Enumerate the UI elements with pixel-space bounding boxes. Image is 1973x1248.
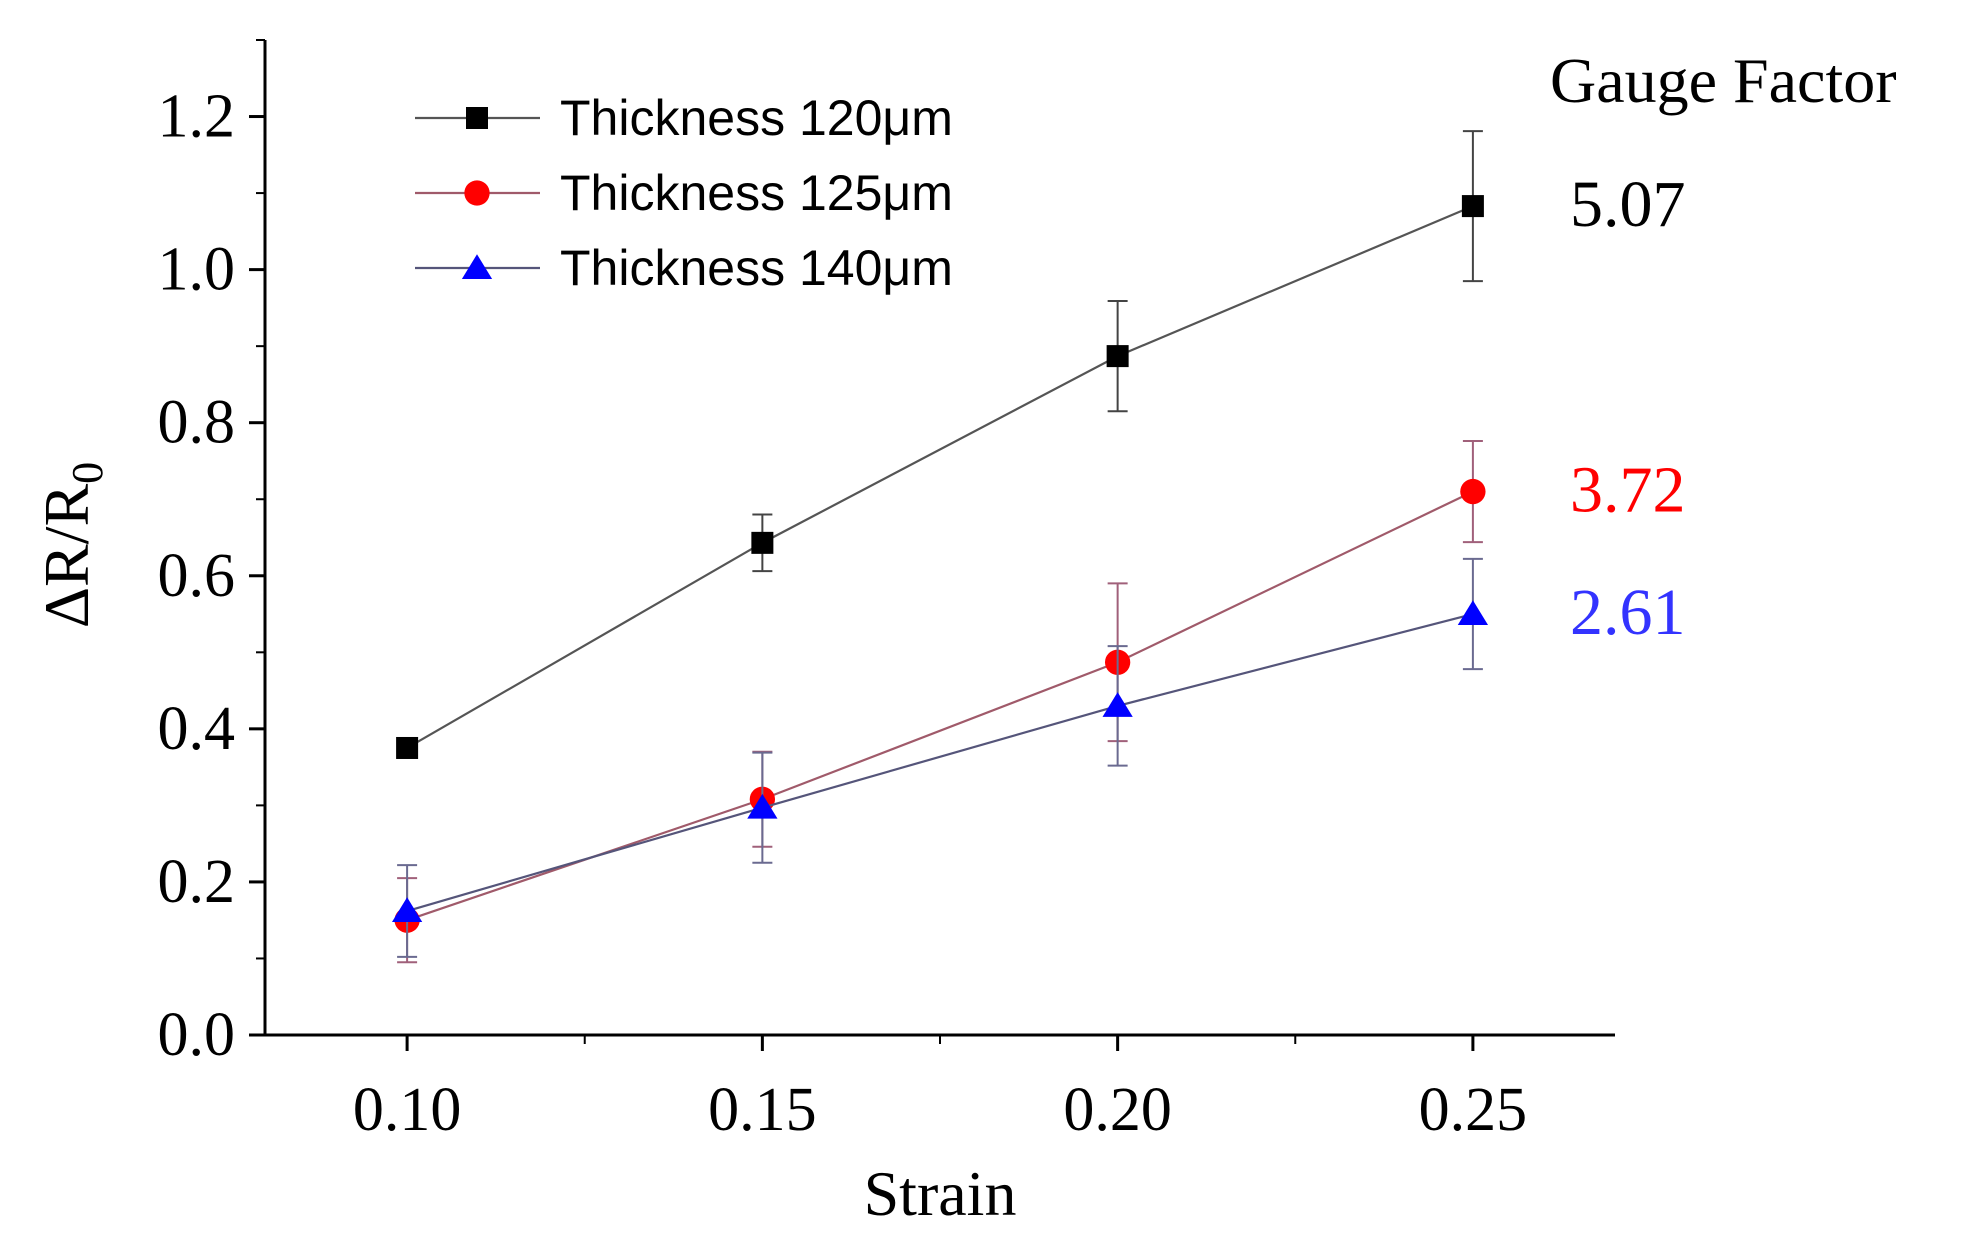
data-point [1457,600,1489,626]
data-point [1461,195,1484,218]
data-point [747,793,778,819]
x-tick-label: 0.10 [353,1076,462,1144]
legend-entry-3: Thickness 140μm [415,240,953,296]
x-axis-label: Strain [864,1158,1017,1229]
y-tick-label: 1.2 [158,83,236,151]
legend-marker [466,107,488,129]
legend-marker [461,254,493,279]
y-tick-label: 0.6 [158,542,236,610]
y-axis-label: ΔR/R0 [31,462,112,628]
y-tick-label: 1.0 [158,236,236,304]
gauge-factor-value: 5.07 [1570,168,1686,241]
data-point [1460,478,1486,505]
plot-area [391,130,1489,964]
gauge-factor-value: 3.72 [1570,454,1686,527]
series-line [406,205,1474,749]
y-tick-label: 0.2 [158,848,236,916]
y-axis-label-subscript: 0 [63,462,112,484]
series-3 [391,557,1489,958]
x-tick-label: 0.15 [708,1076,817,1144]
legend-label: Thickness 120μm [560,90,953,146]
x-tick-label: 0.20 [1063,1076,1172,1144]
legend: Thickness 120μm Thickness 125μm Thickness … [415,90,953,296]
data-point [391,897,423,923]
legend-label: Thickness 140μm [560,240,953,296]
series-line [406,612,1474,913]
axes: 0.0 0.2 0.4 0.6 0.8 1.0 1.2 0.10 0.15 0.20 0.25 [158,39,1615,1144]
x-tick-label: 0.25 [1419,1076,1528,1144]
legend-entry-2: Thickness 125μm [415,165,953,221]
legend-entry-1: Thickness 120μm [415,90,953,146]
legend-marker [464,180,490,206]
legend-label: Thickness 125μm [560,165,953,221]
gauge-factor-annotations: 5.07 3.72 2.61 [1570,168,1686,649]
series-1 [396,130,1484,759]
data-point [1106,345,1129,368]
gauge-factor-value: 2.61 [1570,576,1686,649]
data-point [751,531,774,554]
series-2 [394,440,1486,964]
data-point [396,736,419,759]
gauge-factor-header: Gauge Factor [1550,45,1897,116]
y-tick-label: 0.8 [158,389,236,457]
y-tick-label: 0.4 [158,695,236,763]
y-tick-label: 0.0 [158,1001,236,1069]
series-line [406,490,1474,922]
data-point [1102,692,1133,717]
